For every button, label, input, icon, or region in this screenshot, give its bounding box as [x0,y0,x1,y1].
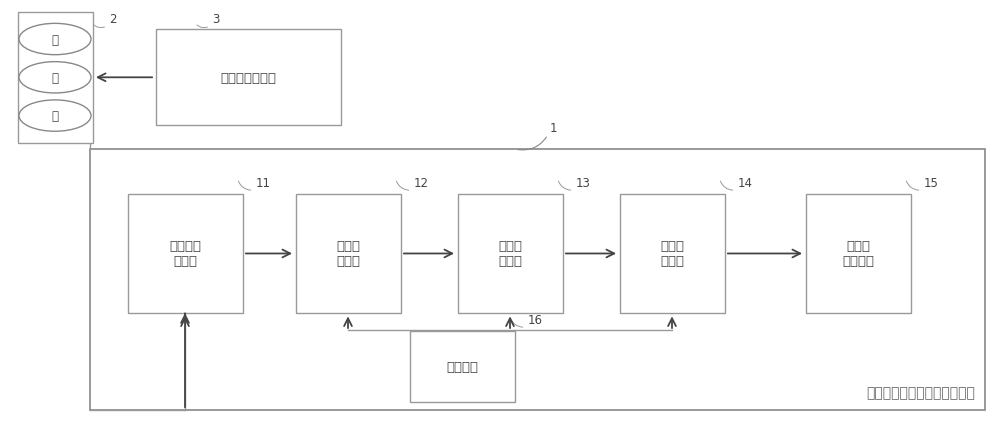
Bar [806,194,910,313]
Bar [128,194,242,313]
Text: 输出接
口模块: 输出接 口模块 [660,240,684,268]
Circle shape [19,101,91,132]
Text: 12: 12 [414,177,428,190]
Text: 倒计时
显示装置: 倒计时 显示装置 [842,240,874,268]
Text: 3: 3 [212,13,219,26]
Text: 黄: 黄 [52,72,58,85]
Bar [90,150,985,410]
Text: 16: 16 [528,314,543,326]
Bar [156,30,340,126]
Text: 13: 13 [576,177,590,190]
Text: 灯信号输
入模块: 灯信号输 入模块 [169,240,201,268]
Text: 电源模块: 电源模块 [446,360,478,373]
Text: 交通信号控制机: 交通信号控制机 [220,72,276,85]
Bar [296,194,400,313]
Bar [458,194,562,313]
Bar [620,194,724,313]
Bar [410,331,515,403]
Text: 2: 2 [109,13,116,26]
Text: 1: 1 [550,122,558,135]
Text: 11: 11 [256,177,270,190]
Text: 绿: 绿 [52,110,58,123]
Text: 微处理
器模块: 微处理 器模块 [498,240,522,268]
Text: 14: 14 [738,177,753,190]
Text: 红: 红 [52,33,58,46]
Text: 输入接
口模块: 输入接 口模块 [336,240,360,268]
Text: 15: 15 [924,177,938,190]
Text: 道路交通信号倒计时显示装置: 道路交通信号倒计时显示装置 [866,385,975,399]
Circle shape [19,62,91,94]
Bar [18,13,92,143]
Circle shape [19,24,91,56]
